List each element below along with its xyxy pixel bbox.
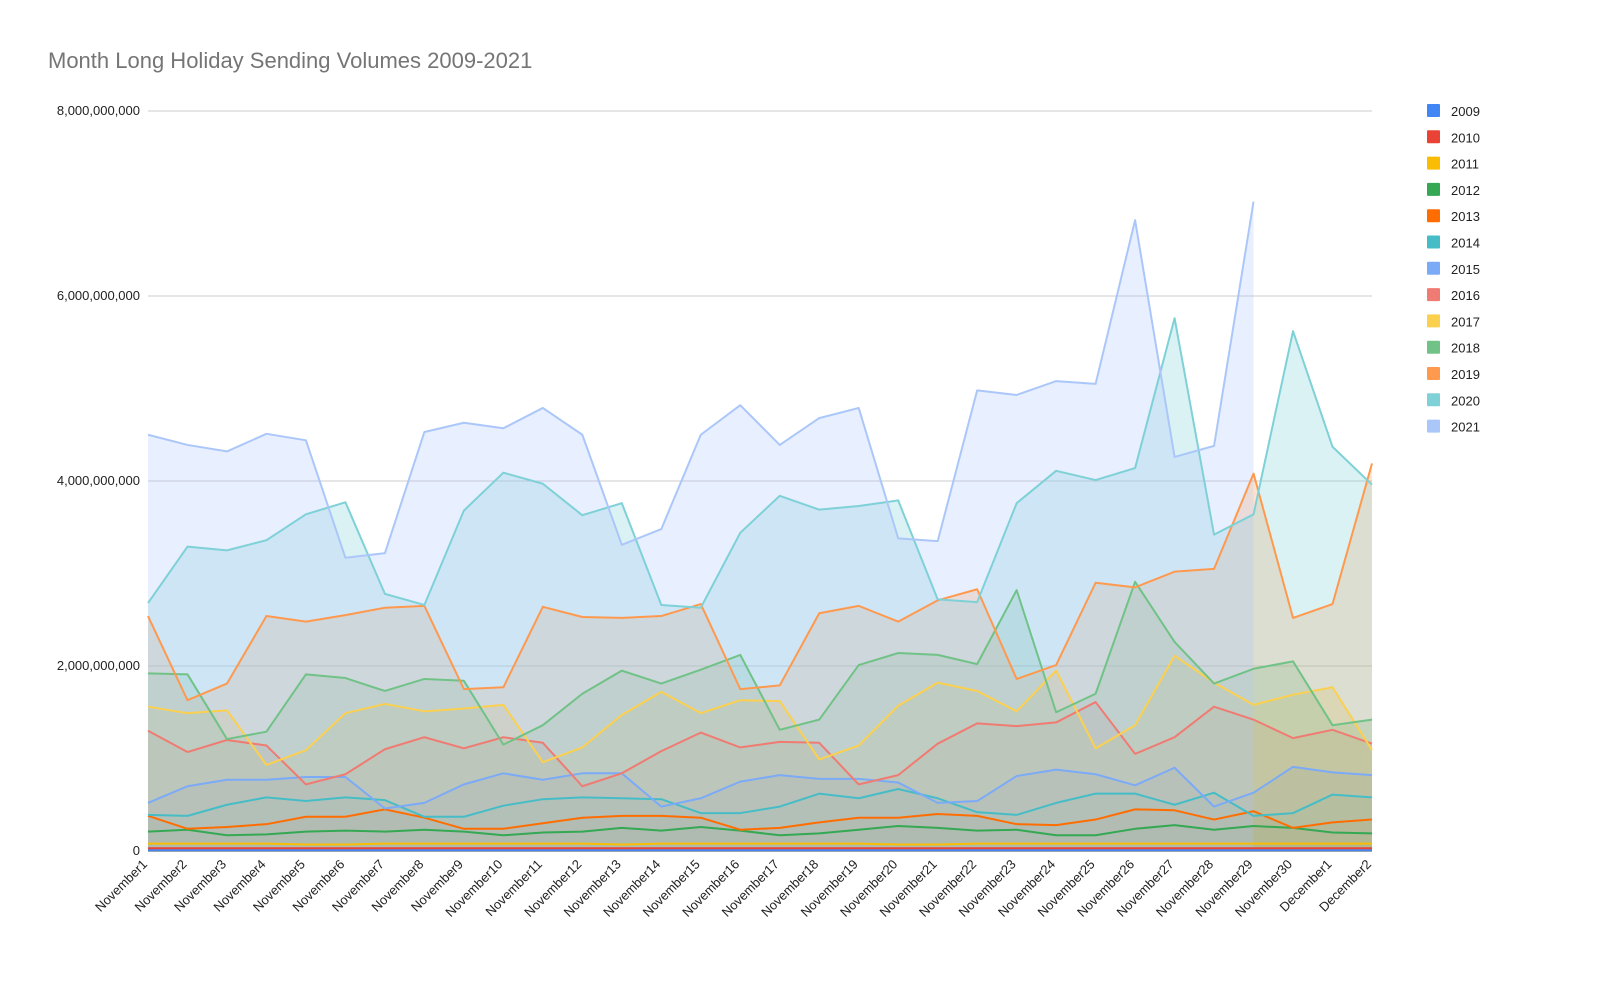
series-line xyxy=(147,201,1255,559)
area-fill xyxy=(148,581,1372,851)
legend-label: 2015 xyxy=(1451,262,1480,277)
legend-swatch xyxy=(1427,130,1440,144)
legend-swatch xyxy=(1427,367,1440,380)
y-tick-label: 8,000,000,000 xyxy=(57,103,140,118)
legend-label: 2017 xyxy=(1451,314,1480,329)
legend-swatch xyxy=(1427,393,1440,407)
legend-label: 2009 xyxy=(1451,104,1480,119)
series-line xyxy=(147,701,1373,788)
legend-label: 2012 xyxy=(1451,183,1480,198)
y-tick-label: 2,000,000,000 xyxy=(57,658,140,673)
legend-swatch xyxy=(1427,156,1440,170)
area-fill xyxy=(148,655,1372,851)
series-line xyxy=(147,808,1373,831)
series-line xyxy=(147,317,1373,609)
area-fill xyxy=(148,809,1372,851)
legend-swatch xyxy=(1427,182,1440,196)
legend-swatch xyxy=(1427,235,1440,249)
legend-swatch xyxy=(1427,419,1440,433)
legend-swatch xyxy=(1427,104,1440,117)
chart-title: Month Long Holiday Sending Volumes 2009-… xyxy=(48,48,532,73)
y-tick-label: 4,000,000,000 xyxy=(57,473,140,488)
series-line xyxy=(147,463,1373,702)
legend-label: 2019 xyxy=(1451,367,1480,382)
series-line xyxy=(147,788,1373,818)
series-line xyxy=(147,580,1373,746)
lines xyxy=(147,201,1373,852)
series-line xyxy=(147,824,1373,837)
series-line xyxy=(147,654,1373,766)
y-tick-label: 6,000,000,000 xyxy=(57,288,140,303)
legend-swatch xyxy=(1427,340,1440,354)
y-tick-label: 0 xyxy=(133,843,140,858)
legend-label: 2020 xyxy=(1451,393,1480,408)
area-fill xyxy=(148,201,1254,851)
legend-swatch xyxy=(1427,209,1440,223)
series-line xyxy=(147,765,1373,810)
legend-label: 2014 xyxy=(1451,236,1480,251)
area-fill xyxy=(148,702,1372,851)
legend-label: 2018 xyxy=(1451,341,1480,356)
legend-swatch xyxy=(1427,314,1440,328)
legend-swatch xyxy=(1427,261,1440,275)
legend-swatch xyxy=(1427,288,1440,302)
area-fill xyxy=(148,463,1372,851)
legend-label: 2021 xyxy=(1451,420,1480,435)
legend-label: 2013 xyxy=(1451,209,1480,224)
areas xyxy=(148,201,1372,851)
legend-label: 2011 xyxy=(1451,157,1479,172)
series-line xyxy=(148,842,1372,846)
legend-label: 2010 xyxy=(1451,130,1480,145)
legend-label: 2016 xyxy=(1451,288,1480,303)
